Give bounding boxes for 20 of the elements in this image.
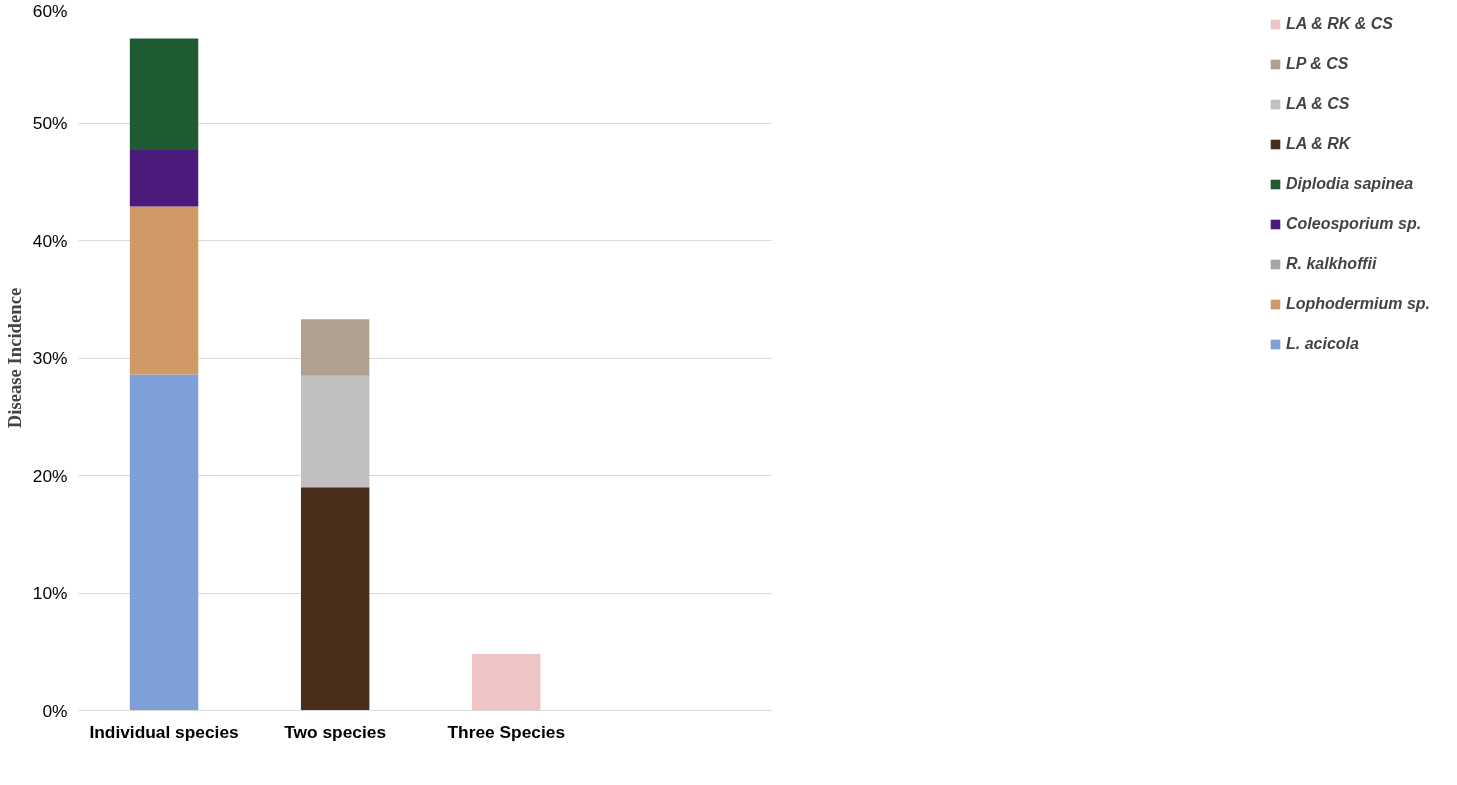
y-tick-label: 40%	[32, 230, 68, 251]
legend-label: Coleosporium sp.	[1286, 215, 1422, 233]
y-tick-label: 60%	[32, 0, 68, 21]
legend-label: Lophodermium sp.	[1286, 295, 1430, 313]
legend-label: LA & CS	[1286, 95, 1350, 113]
y-axis-title: Disease Incidence	[3, 287, 25, 429]
legend-label: Diplodia sapinea	[1286, 175, 1414, 193]
x-tick-label: Three Species	[447, 721, 566, 742]
y-tick-label: 10%	[32, 583, 68, 603]
legend-label: LP & CS	[1286, 55, 1349, 73]
legend-label: L. acicola	[1286, 335, 1359, 353]
legend-label: R. kalkhoffii	[1286, 255, 1377, 273]
legend-label: LA & RK & CS	[1286, 15, 1393, 33]
y-tick-label: 50%	[32, 113, 68, 133]
y-tick-label: 30%	[32, 348, 68, 368]
y-tick-label: 20%	[32, 465, 68, 486]
x-tick-label: Individual species	[89, 721, 239, 742]
y-tick-label: 0%	[42, 700, 68, 721]
legend-label: LA & RK	[1286, 135, 1351, 153]
x-tick-label: Two species	[284, 721, 387, 742]
